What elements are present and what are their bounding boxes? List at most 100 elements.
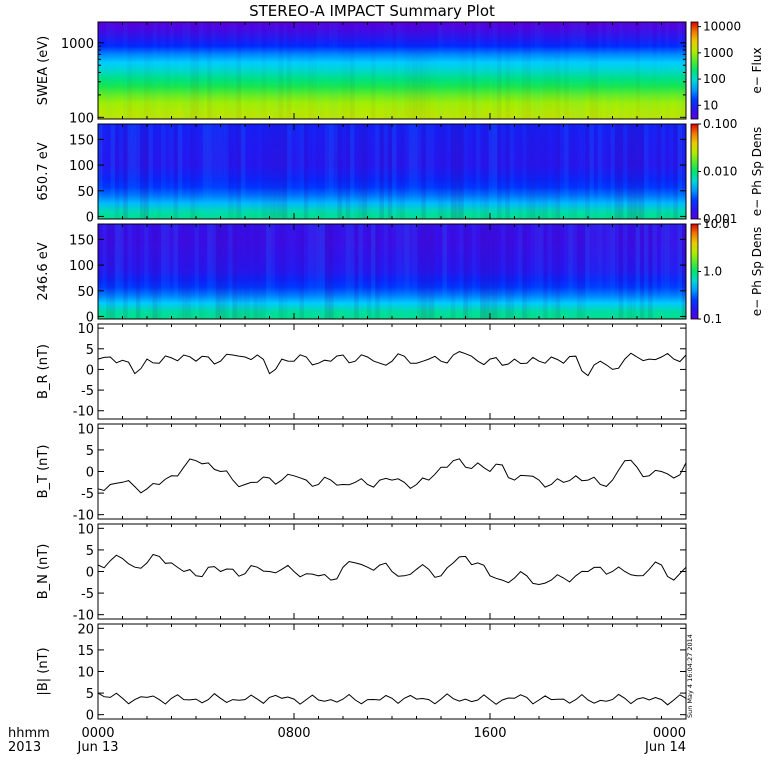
heatmap-stripe — [396, 22, 401, 119]
panel-1: 10 100 1000 10000 e− Flux 100 1000 SWEA (eV) — [36, 20, 764, 127]
heatmap-stripe — [610, 22, 615, 119]
heatmap-stripe — [471, 22, 477, 119]
heatmap-stripe — [631, 124, 636, 219]
heatmap-stripe — [413, 224, 418, 319]
heatmap-stripe — [283, 22, 288, 119]
series-line — [97, 692, 687, 706]
y-axis-label: SWEA (eV) — [36, 36, 51, 105]
heatmap-stripe — [551, 124, 557, 219]
panel-4: -10 -5 0 5 10 B_R (nT) — [36, 322, 687, 420]
heatmap-stripe — [547, 224, 552, 319]
heatmap-stripe — [514, 224, 519, 319]
heatmap-stripe — [110, 224, 116, 319]
heatmap-stripe — [333, 22, 338, 119]
heatmap-stripe — [354, 224, 359, 319]
heatmap-stripe — [186, 124, 191, 219]
heatmap-stripe — [673, 224, 678, 319]
heatmap-stripe — [245, 22, 250, 119]
heatmap-stripe — [501, 124, 506, 219]
heatmap-stripe — [421, 22, 426, 119]
heatmap-stripe — [661, 22, 666, 119]
heatmap-stripe — [484, 224, 489, 319]
heatmap-stripe — [627, 22, 632, 119]
heatmap-stripe — [417, 22, 422, 119]
heatmap-stripe — [648, 224, 653, 319]
heatmap-stripe — [173, 224, 179, 319]
heatmap-stripe — [606, 124, 611, 219]
series-line — [97, 351, 687, 377]
heatmap-stripe — [618, 224, 624, 319]
heatmap-stripe — [161, 124, 166, 219]
heatmap-stripe — [442, 22, 447, 119]
heatmap-stripe — [211, 124, 216, 219]
heatmap-stripe — [102, 124, 107, 219]
heatmap-stripe — [379, 124, 384, 219]
heatmap-stripe — [367, 22, 372, 119]
heatmap-stripe — [266, 22, 271, 119]
y-tick-label: 150 — [69, 233, 94, 248]
heatmap-stripe — [219, 124, 225, 219]
heatmap-stripe — [489, 22, 494, 119]
heatmap-stripe — [455, 224, 460, 319]
heatmap-stripe — [425, 224, 431, 319]
heatmap-stripe — [299, 224, 305, 319]
heatmap-stripe — [648, 22, 653, 119]
heatmap-stripe — [665, 22, 670, 119]
heatmap-stripe — [656, 124, 662, 219]
heatmap-stripe — [602, 124, 607, 219]
heatmap-stripe — [106, 22, 111, 119]
heatmap-stripe — [451, 22, 456, 119]
x-tick-label: 0000 — [653, 726, 686, 741]
heatmap-stripe — [135, 224, 141, 319]
heatmap-stripe — [127, 22, 132, 119]
heatmap-stripe — [426, 22, 431, 119]
heatmap-stripe — [329, 124, 334, 219]
heatmap-stripe — [387, 124, 393, 219]
heatmap-stripe — [215, 124, 221, 219]
heatmap-stripe — [152, 22, 158, 119]
panel-7: 0 5 10 15 20 |B| (nT) — [36, 622, 687, 724]
heatmap-stripe — [492, 224, 498, 319]
heatmap-stripe — [429, 124, 435, 219]
x-tick-label: 0000 — [81, 726, 114, 741]
heatmap-stripe — [153, 124, 158, 219]
heatmap-stripe — [631, 22, 636, 119]
y-tick-label: 50 — [77, 185, 94, 200]
heatmap-stripe — [450, 124, 456, 219]
heatmap-stripe — [581, 224, 586, 319]
heatmap-stripe — [400, 22, 405, 119]
heatmap-stripe — [258, 124, 263, 219]
heatmap-stripe — [123, 124, 128, 219]
heatmap-stripe — [312, 224, 317, 319]
heatmap-stripe — [606, 22, 611, 119]
heatmap-stripe — [190, 124, 195, 219]
heatmap-stripe — [497, 224, 502, 319]
heatmap-stripe — [144, 224, 149, 319]
heatmap-stripe — [224, 124, 229, 219]
heatmap-stripe — [480, 224, 485, 319]
heatmap-stripe — [190, 224, 195, 319]
heatmap-stripe — [291, 22, 296, 119]
heatmap-stripe — [324, 224, 330, 319]
heatmap-stripe — [610, 224, 615, 319]
heatmap-stripe — [274, 22, 279, 119]
heatmap-stripe — [228, 22, 233, 119]
heatmap-stripe — [266, 224, 271, 319]
colorbar-tick-label: 0.1 — [703, 312, 722, 326]
heatmap-stripe — [589, 224, 594, 319]
heatmap-stripe — [492, 22, 498, 119]
heatmap-stripe — [450, 224, 456, 319]
heatmap-stripe — [438, 22, 443, 119]
heatmap-stripe — [564, 224, 569, 319]
heatmap-stripe — [585, 22, 590, 119]
heatmap-stripe — [459, 22, 464, 119]
heatmap-stripe — [568, 124, 573, 219]
heatmap-stripe — [342, 224, 347, 319]
heatmap-stripe — [576, 22, 582, 119]
y-tick-label: 50 — [77, 285, 94, 300]
heatmap-stripe — [648, 124, 653, 219]
heatmap-stripe — [434, 124, 439, 219]
heatmap-stripe — [572, 124, 578, 219]
heatmap-stripe — [627, 124, 632, 219]
